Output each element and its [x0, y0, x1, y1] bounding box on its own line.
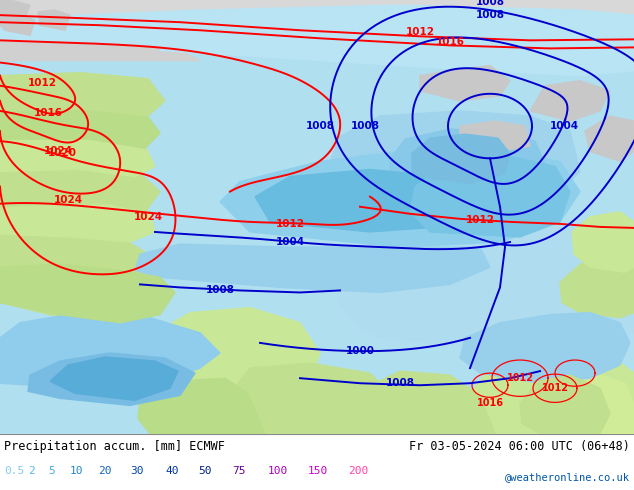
Text: Fr 03-05-2024 06:00 UTC (06+48): Fr 03-05-2024 06:00 UTC (06+48): [409, 440, 630, 453]
Text: 2: 2: [28, 466, 35, 476]
Polygon shape: [412, 134, 510, 184]
Text: 0.5: 0.5: [4, 466, 24, 476]
Polygon shape: [138, 378, 265, 434]
Polygon shape: [135, 244, 490, 293]
Text: 20: 20: [98, 466, 112, 476]
Text: 1016: 1016: [34, 108, 63, 118]
Polygon shape: [0, 0, 30, 18]
Polygon shape: [340, 222, 634, 348]
Polygon shape: [220, 151, 580, 247]
Polygon shape: [390, 129, 545, 192]
Polygon shape: [470, 348, 634, 434]
Text: 1008: 1008: [351, 121, 380, 131]
Polygon shape: [148, 308, 320, 392]
Polygon shape: [520, 375, 610, 434]
Text: 1008: 1008: [476, 10, 505, 20]
Polygon shape: [530, 81, 610, 121]
Text: 1012: 1012: [507, 373, 533, 383]
Text: 1024: 1024: [53, 195, 82, 205]
Polygon shape: [0, 106, 160, 148]
Polygon shape: [250, 30, 634, 55]
Text: 1004: 1004: [275, 237, 304, 247]
Text: 75: 75: [232, 466, 245, 476]
Text: 1008: 1008: [306, 121, 335, 131]
Polygon shape: [460, 121, 530, 151]
Text: 1012: 1012: [27, 78, 56, 88]
Polygon shape: [0, 5, 634, 75]
Polygon shape: [28, 353, 195, 405]
Polygon shape: [460, 313, 630, 383]
Text: 1024: 1024: [133, 212, 162, 222]
Text: 200: 200: [348, 466, 368, 476]
Text: 1008: 1008: [476, 0, 505, 7]
Polygon shape: [560, 257, 634, 318]
Polygon shape: [330, 111, 580, 202]
Text: 5: 5: [48, 466, 55, 476]
Text: 1020: 1020: [48, 148, 77, 158]
Polygon shape: [0, 200, 155, 242]
Text: 1012: 1012: [276, 219, 304, 229]
Polygon shape: [0, 0, 634, 40]
Text: 1008: 1008: [385, 378, 415, 388]
Text: 50: 50: [198, 466, 212, 476]
Text: Precipitation accum. [mm] ECMWF: Precipitation accum. [mm] ECMWF: [4, 440, 225, 453]
Polygon shape: [358, 371, 495, 434]
Text: @weatheronline.co.uk: @weatheronline.co.uk: [505, 472, 630, 482]
Text: 1012: 1012: [541, 383, 569, 393]
Polygon shape: [568, 375, 634, 434]
Polygon shape: [410, 156, 570, 237]
Polygon shape: [38, 10, 70, 30]
Polygon shape: [572, 212, 634, 272]
Polygon shape: [585, 116, 634, 161]
Polygon shape: [255, 170, 460, 232]
Polygon shape: [0, 252, 170, 323]
Text: 1004: 1004: [550, 121, 579, 131]
Polygon shape: [0, 12, 35, 35]
Text: 1012: 1012: [465, 215, 495, 225]
Polygon shape: [0, 73, 165, 116]
Text: 100: 100: [268, 466, 288, 476]
Polygon shape: [0, 136, 155, 176]
Text: 1016: 1016: [436, 37, 465, 48]
Text: 30: 30: [130, 466, 143, 476]
Text: 1012: 1012: [406, 27, 434, 37]
Text: 1000: 1000: [346, 346, 375, 356]
Polygon shape: [0, 167, 160, 212]
Polygon shape: [420, 66, 510, 101]
Text: 1024: 1024: [44, 147, 72, 156]
Polygon shape: [0, 40, 200, 60]
Polygon shape: [50, 357, 178, 400]
Text: 150: 150: [308, 466, 328, 476]
Text: 10: 10: [70, 466, 84, 476]
Polygon shape: [0, 313, 220, 388]
Text: 1008: 1008: [205, 286, 235, 295]
Text: 1016: 1016: [477, 398, 503, 408]
Polygon shape: [230, 363, 400, 434]
Polygon shape: [0, 264, 175, 323]
Polygon shape: [0, 232, 145, 277]
Text: 40: 40: [165, 466, 179, 476]
